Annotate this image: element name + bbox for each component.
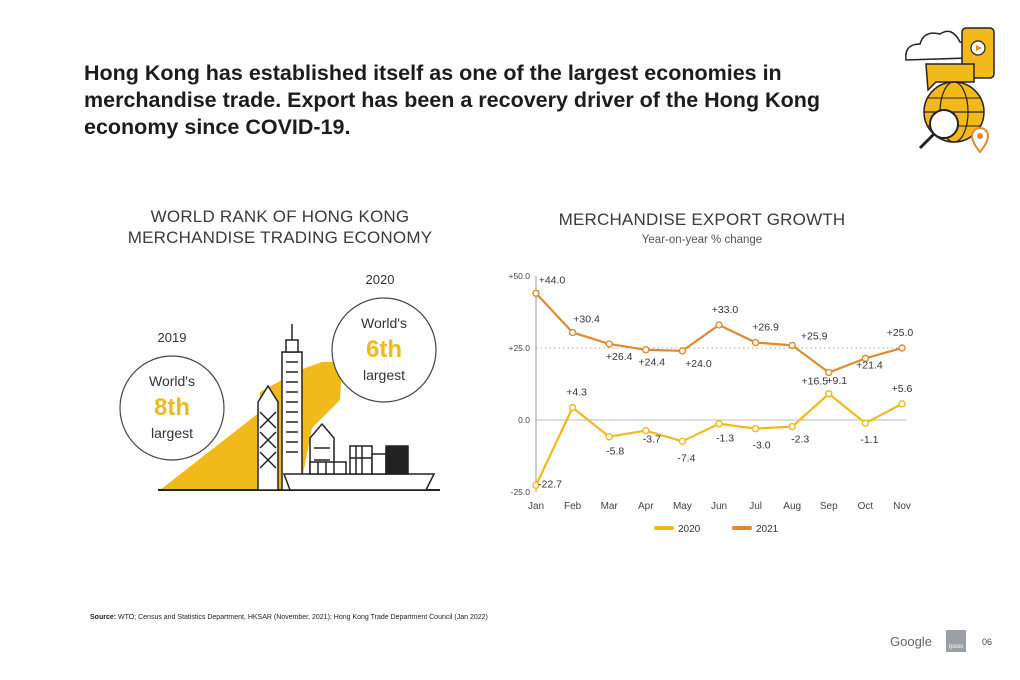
data-label-2020: -2.3 xyxy=(791,434,809,446)
data-point-2020 xyxy=(642,426,650,435)
y-tick-label: +25.0 xyxy=(508,343,530,353)
data-label-2020: -1.3 xyxy=(716,433,734,445)
data-point-2021 xyxy=(825,368,833,377)
data-point-2020 xyxy=(861,419,870,427)
location-pin-icon xyxy=(970,127,990,154)
data-point-2021 xyxy=(605,340,613,348)
magnifier-icon xyxy=(929,109,959,139)
hong-kong-rank-illustration: 2019 2020 World's 8th largest World's 6t… xyxy=(119,272,440,491)
data-label-2021: +25.9 xyxy=(801,330,828,342)
data-label-2021: +25.0 xyxy=(887,327,914,339)
x-tick-label: Jan xyxy=(528,501,544,512)
data-label-2021: +44.0 xyxy=(539,274,566,286)
data-label-2020: +4.3 xyxy=(566,387,587,399)
data-point-2021 xyxy=(898,344,906,352)
data-label-2021: +24.4 xyxy=(639,357,666,369)
rank-2019-value: 8th xyxy=(154,394,190,421)
source-label: Source: xyxy=(90,614,117,621)
x-tick-label: Aug xyxy=(783,501,801,512)
x-tick-label: Nov xyxy=(893,501,911,512)
x-tick-label: Feb xyxy=(564,501,582,512)
x-tick-label: Oct xyxy=(858,501,874,512)
data-point-2020 xyxy=(825,390,833,398)
export-growth-line-chart: +50.0 +25.0 0.0 -25.0 Jan Feb Mar Apr May Jun Jul A… xyxy=(508,271,914,535)
data-point-2021 xyxy=(678,347,687,355)
rank-title-line1: WORLD RANK OF HONG KONG xyxy=(150,207,410,226)
x-tick-label: Apr xyxy=(638,501,654,512)
data-label-2021: +24.0 xyxy=(685,358,712,370)
data-label-2020: -3.0 xyxy=(753,440,771,452)
data-label-2020: +9.1 xyxy=(826,375,847,387)
hk-skyscraper-left xyxy=(257,384,279,491)
rank-2020-prefix: World's xyxy=(361,315,407,331)
data-point-2020 xyxy=(898,400,906,408)
x-tick-label: Sep xyxy=(820,501,838,512)
legend-label-2021: 2021 xyxy=(756,524,779,535)
data-label-2021: +16.5 xyxy=(802,375,829,387)
legend-label-2020: 2020 xyxy=(678,524,701,535)
year-2020-label: 2020 xyxy=(366,272,395,287)
data-label-2021: +33.0 xyxy=(712,304,739,316)
globe-phone-illustration xyxy=(905,27,995,154)
year-2019-label: 2019 xyxy=(158,330,187,345)
data-label-2021: +21.4 xyxy=(856,359,883,371)
data-label-2020: -3.7 xyxy=(643,434,661,446)
rank-panel-title: WORLD RANK OF HONG KONG MERCHANDISE TRAD… xyxy=(100,206,460,248)
data-label-2020: -5.8 xyxy=(606,446,624,458)
data-label-2020: +5.6 xyxy=(892,383,913,395)
data-point-2020 xyxy=(788,422,796,431)
data-point-2021 xyxy=(568,328,577,337)
data-point-2020 xyxy=(751,424,760,433)
data-label-2021: +26.4 xyxy=(606,351,633,363)
rank-2019-prefix: World's xyxy=(149,373,195,389)
data-label-2020: -1.1 xyxy=(860,434,878,446)
google-logo: Google xyxy=(890,634,932,649)
y-tick-label: 0.0 xyxy=(518,415,530,425)
hk-skyscraper-center xyxy=(281,324,303,491)
ipsos-logo: Ipsos xyxy=(946,630,966,652)
y-tick-label: -25.0 xyxy=(511,487,531,497)
x-tick-label: Jul xyxy=(749,501,762,512)
x-tick-label: Jun xyxy=(711,501,727,512)
rank-2020-circle xyxy=(331,297,437,403)
source-text: WTO; Census and Statistics Department, H… xyxy=(116,614,488,621)
rank-2019-suffix: largest xyxy=(151,425,193,441)
chart-title: MERCHANDISE EXPORT GROWTH xyxy=(558,210,846,229)
x-tick-label: May xyxy=(673,501,692,512)
data-label-2021: +30.4 xyxy=(573,313,600,325)
rank-2019-circle xyxy=(119,355,225,461)
cargo-ship xyxy=(282,445,436,491)
rank-2020-suffix: largest xyxy=(363,367,405,383)
data-point-2020 xyxy=(678,437,687,446)
data-point-2020 xyxy=(532,481,540,490)
data-point-2021 xyxy=(642,346,650,354)
chart-subtitle: Year-on-year % change xyxy=(641,234,763,246)
page-number: 06 xyxy=(982,637,993,647)
y-tick-label: +50.0 xyxy=(508,271,530,281)
rank-2020-value: 6th xyxy=(366,336,402,363)
data-point-2020 xyxy=(605,433,613,441)
rank-title-line2: MERCHANDISE TRADING ECONOMY xyxy=(127,228,433,247)
page-headline: Hong Kong has established itself as one … xyxy=(84,61,820,139)
cloud-icon xyxy=(905,30,970,61)
data-point-2021 xyxy=(861,354,870,363)
data-point-2021 xyxy=(715,321,723,329)
data-point-2020 xyxy=(715,420,723,428)
data-point-2021 xyxy=(788,341,796,350)
data-point-2021 xyxy=(751,338,760,347)
data-point-2021 xyxy=(532,289,540,297)
source-note: Source: WTO; Census and Statistics Depar… xyxy=(90,614,488,621)
x-tick-label: Mar xyxy=(601,501,619,512)
data-label-2021: +26.9 xyxy=(752,322,779,334)
data-label-2020: -7.4 xyxy=(677,452,695,464)
data-label-2020: -22.7 xyxy=(538,478,562,490)
data-point-2020 xyxy=(568,403,577,412)
